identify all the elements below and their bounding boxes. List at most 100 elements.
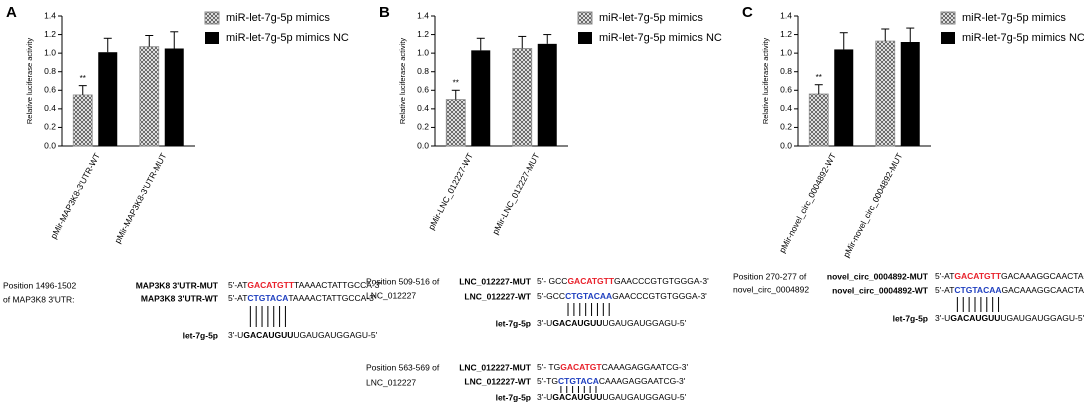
position-note: of MAP3K8 3'UTR: (3, 294, 75, 304)
legend-label: miR-let-7g-5p mimics NC (226, 32, 349, 44)
bar (808, 93, 829, 147)
y-tick-label: 0.6 (417, 85, 429, 95)
position-note: LNC_012227 (366, 290, 416, 300)
legend-swatch (940, 11, 956, 25)
seed-site: GACATGT (560, 362, 602, 372)
position-note: Position 1496-1502 (3, 280, 77, 290)
panel-label: C (742, 4, 753, 21)
y-axis-title: Relative luciferase activity (761, 38, 770, 125)
x-tick-label: pMir-novel_circ_0004892-WT (777, 151, 838, 254)
y-tick-label: 0.4 (44, 103, 56, 113)
significance: ** (80, 74, 86, 83)
y-tick-label: 1.0 (44, 47, 56, 57)
sequence: 5'-GCCCTGTACAAGAACCCGTGTGGGA-3' (537, 291, 707, 301)
y-tick-label: 1.2 (780, 29, 792, 39)
legend-swatch (204, 11, 220, 25)
sequence-part: CAAAGAGGAATCG-3' (602, 362, 689, 372)
legend-label: miR-let-7g-5p mimics (962, 12, 1066, 24)
seed-site: CTGTACAA (565, 291, 612, 301)
legend-swatch (577, 11, 593, 25)
seed-site: GACAUGUU (552, 392, 602, 402)
y-tick-label: 1.4 (417, 10, 429, 20)
x-tick-label: pMir-novel_circ_0004892-MUT (841, 151, 905, 259)
legend-label: miR-let-7g-5p mimics (599, 12, 703, 24)
legend-swatch (205, 32, 219, 44)
sequence: 3'-UGACAUGUUUGAUGAUGGAGU-5' (228, 330, 378, 340)
sequence-label: let-7g-5p (893, 313, 928, 323)
sequence-part: UGAUGAUGGAGU-5' (293, 330, 377, 340)
seed-site: GACAUGUU (552, 318, 602, 328)
bar (445, 99, 466, 147)
sequence-part: UGAUGAUGGAGU-5' (602, 392, 686, 402)
bar (875, 40, 896, 147)
y-tick-label: 0.2 (780, 122, 792, 132)
sequence-part: 5'- TG (537, 362, 560, 372)
sequence-part: TAAAACTATTGCCA-3' (294, 280, 381, 290)
sequence-label: LNC_012227-WT (464, 376, 531, 386)
sequence-part: UGAUGAUGGAGU-5' (1000, 313, 1084, 323)
y-tick-label: 0.8 (417, 66, 429, 76)
sequence: 5'-ATCTGTACAAGACAAAGGCAACTA-3' (935, 285, 1084, 295)
sequence-part: 3'-U (537, 392, 552, 402)
seed-site: CTGTACAA (954, 285, 1001, 295)
seed-site: CTGTACA (247, 293, 288, 303)
sequence-part: UGAUGAUGGAGU-5' (602, 318, 686, 328)
seed-site: GACATGTT (247, 280, 294, 290)
legend-swatch (578, 32, 592, 44)
legend-label: miR-let-7g-5p mimics NC (962, 32, 1084, 44)
sequence-part: 3'-U (228, 330, 243, 340)
bar (537, 43, 557, 146)
seed-site: GACATGTT (567, 276, 614, 286)
sequence-part: 5'-AT (935, 285, 954, 295)
bar (98, 52, 118, 146)
sequence-part: 5'-AT (935, 271, 954, 281)
y-tick-label: 0.8 (44, 66, 56, 76)
bar (471, 50, 491, 146)
bar (72, 94, 93, 147)
sequence: 5'-ATGACATGTTTAAAACTATTGCCA-3' (228, 280, 381, 290)
sequence-part: TAAAACTATTGCCA-3' (288, 293, 375, 303)
sequence: 5'- GCCGACATGTTGAACCCGTGTGGGA-3' (537, 276, 709, 286)
sequence-part: GAACCCGTGTGGGA-3' (612, 291, 707, 301)
sequence: 5'-ATGACATGTTGACAAAGGCAACTA-3' (935, 271, 1084, 281)
position-note: Position 270-277 of (733, 271, 807, 281)
sequence: 3'-UGACAUGUUUGAUGAUGGAGU-5' (935, 313, 1084, 323)
sequence-label: LNC_012227-MUT (459, 276, 532, 286)
position-note: novel_circ_0004892 (733, 284, 809, 294)
sequence-label: let-7g-5p (183, 330, 218, 340)
panel-label: A (6, 4, 17, 21)
y-tick-label: 0.0 (44, 140, 56, 150)
y-axis-title: Relative luciferase activity (25, 38, 34, 125)
sequence: 3'-UGACAUGUUUGAUGAUGGAGU-5' (537, 392, 687, 402)
significance: ** (816, 73, 822, 82)
sequence-part: 3'-U (935, 313, 950, 323)
y-tick-label: 1.4 (780, 10, 792, 20)
y-tick-label: 0.4 (780, 103, 792, 113)
y-tick-label: 0.2 (44, 122, 56, 132)
y-tick-label: 0.4 (417, 103, 429, 113)
y-tick-label: 1.2 (417, 29, 429, 39)
x-tick-label: pMir-MAP3K8-3'UTR-WT (48, 151, 102, 240)
sequence-part: 5'-GCC (537, 291, 565, 301)
y-tick-label: 0.2 (417, 122, 429, 132)
sequence-part: 5'- GCC (537, 276, 567, 286)
y-tick-label: 0.0 (780, 140, 792, 150)
seed-site: GACATGTT (954, 271, 1001, 281)
sequence-label: MAP3K8 3'UTR-WT (141, 293, 219, 303)
panel-label: B (379, 4, 390, 21)
bar (139, 46, 160, 147)
sequence: 5'- TGGACATGTCAAAGAGGAATCG-3' (537, 362, 688, 372)
y-tick-label: 1.0 (780, 47, 792, 57)
legend-label: miR-let-7g-5p mimics NC (599, 32, 722, 44)
seed-site: CTGTACA (558, 376, 599, 386)
sequence: 5'-ATCTGTACATAAAACTATTGCCA-3' (228, 293, 376, 303)
seed-site: GACAUGUU (950, 313, 1000, 323)
x-tick-label: pMir-LNC_012227-WT (426, 151, 475, 231)
sequence-label: let-7g-5p (496, 318, 531, 328)
sequence-label: let-7g-5p (496, 392, 531, 402)
sequence-label: novel_circ_0004892-WT (832, 285, 929, 295)
bar (512, 48, 533, 147)
sequence-part: GACAAAGGCAACTA-3' (1001, 271, 1084, 281)
position-note: Position 563-569 of (366, 362, 440, 372)
